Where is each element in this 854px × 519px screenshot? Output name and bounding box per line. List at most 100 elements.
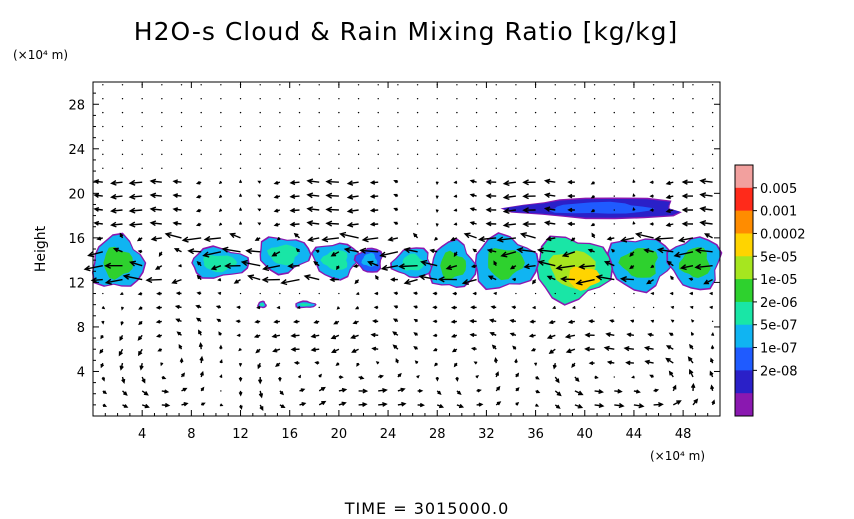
wind-vector: [141, 139, 143, 142]
wind-vector: [432, 333, 438, 338]
wind-vector: [490, 305, 497, 310]
wind-vector: [570, 237, 576, 242]
wind-vector: [198, 329, 202, 336]
wind-vector: [121, 153, 124, 156]
wind-vector: [692, 98, 694, 100]
wind-vector: [180, 372, 186, 378]
wind-vector: [452, 291, 457, 296]
wind-vector: [229, 232, 241, 239]
wind-vector: [593, 292, 596, 295]
wind-vector: [670, 319, 675, 323]
wind-vector: [546, 275, 556, 281]
wind-vector: [710, 357, 714, 364]
wind-vector: [670, 305, 675, 310]
wind-vector: [629, 265, 635, 270]
wind-vector: [456, 125, 458, 128]
wind-vector: [588, 319, 595, 324]
wind-vector: [220, 125, 222, 128]
wind-vector: [371, 346, 379, 351]
colorbar-swatch: [735, 301, 753, 326]
wind-vector: [534, 153, 537, 156]
wind-vector: [357, 98, 360, 100]
wind-vector: [632, 193, 636, 197]
wind-vector: [160, 362, 164, 367]
wind-vector: [220, 153, 222, 156]
colorbar-label: 2e-08: [760, 364, 798, 379]
x-tick-label: 36: [527, 427, 544, 442]
wind-vector: [469, 193, 477, 198]
wind-vector: [161, 375, 167, 380]
wind-vector: [375, 274, 379, 280]
wind-vector: [590, 181, 595, 185]
wind-vector: [149, 220, 162, 227]
wind-vector: [453, 362, 458, 368]
wind-vector: [181, 236, 202, 243]
wind-vector: [590, 208, 595, 213]
wind-vector: [110, 193, 123, 200]
wind-vector: [554, 139, 556, 142]
wind-vector: [694, 247, 713, 254]
wind-vector: [339, 231, 359, 239]
wind-vector: [128, 207, 143, 214]
wind-vector: [122, 404, 129, 408]
wind-vector: [456, 139, 458, 142]
wind-vector: [379, 251, 399, 258]
wind-vector: [489, 332, 497, 337]
x-tick-label: 40: [576, 427, 593, 442]
wind-vector: [677, 236, 694, 243]
wind-vector: [515, 125, 517, 128]
wind-vector: [180, 125, 183, 128]
wind-vector: [295, 247, 301, 253]
wind-vector: [239, 139, 242, 142]
x-tick-label: 44: [626, 427, 643, 442]
wind-vector: [574, 139, 576, 142]
colorbar-label: 0.005: [760, 182, 797, 197]
wind-vector: [220, 98, 222, 100]
wind-vector: [318, 292, 320, 295]
wind-vector: [711, 139, 714, 142]
wind-vector: [561, 251, 576, 258]
wind-vector: [356, 362, 360, 367]
wind-vector: [403, 278, 418, 285]
wind-vector: [567, 319, 576, 324]
wind-vector: [574, 167, 576, 169]
wind-vector: [689, 343, 694, 350]
wind-vector: [101, 306, 106, 310]
wind-vector: [554, 98, 556, 100]
wind-vector: [310, 333, 320, 339]
wind-vector: [310, 347, 320, 352]
wind-vector: [543, 206, 556, 212]
wind-vector: [172, 207, 182, 212]
wind-vector: [161, 139, 163, 142]
wind-vector: [485, 193, 497, 199]
wind-vector: [358, 388, 369, 394]
y-tick-label: 8: [77, 321, 85, 336]
wind-vector: [101, 320, 105, 325]
wind-vector: [325, 192, 339, 199]
wind-vector: [346, 194, 359, 200]
wind-vector: [155, 319, 162, 324]
wind-vector: [554, 153, 556, 156]
wind-vector: [397, 125, 399, 128]
wind-vector: [306, 206, 320, 213]
wind-vector: [357, 111, 360, 114]
wind-vector: [101, 376, 105, 382]
wind-vector: [669, 291, 674, 296]
wind-vector: [397, 111, 399, 114]
wind-vector: [593, 306, 596, 309]
wind-vector: [571, 362, 576, 368]
wind-vector: [672, 139, 674, 142]
wind-vector: [333, 320, 340, 325]
wind-vector: [613, 139, 615, 142]
wind-vector: [121, 167, 124, 169]
wind-vector: [318, 306, 320, 309]
wind-vector: [330, 334, 340, 340]
wind-vector: [512, 345, 517, 350]
wind-vector: [119, 334, 124, 342]
wind-vector: [338, 153, 340, 156]
wind-vector: [546, 334, 556, 339]
wind-vector: [709, 305, 714, 310]
wind-vector: [121, 84, 124, 86]
wind-vector: [255, 348, 261, 354]
wind-vector: [393, 180, 399, 184]
